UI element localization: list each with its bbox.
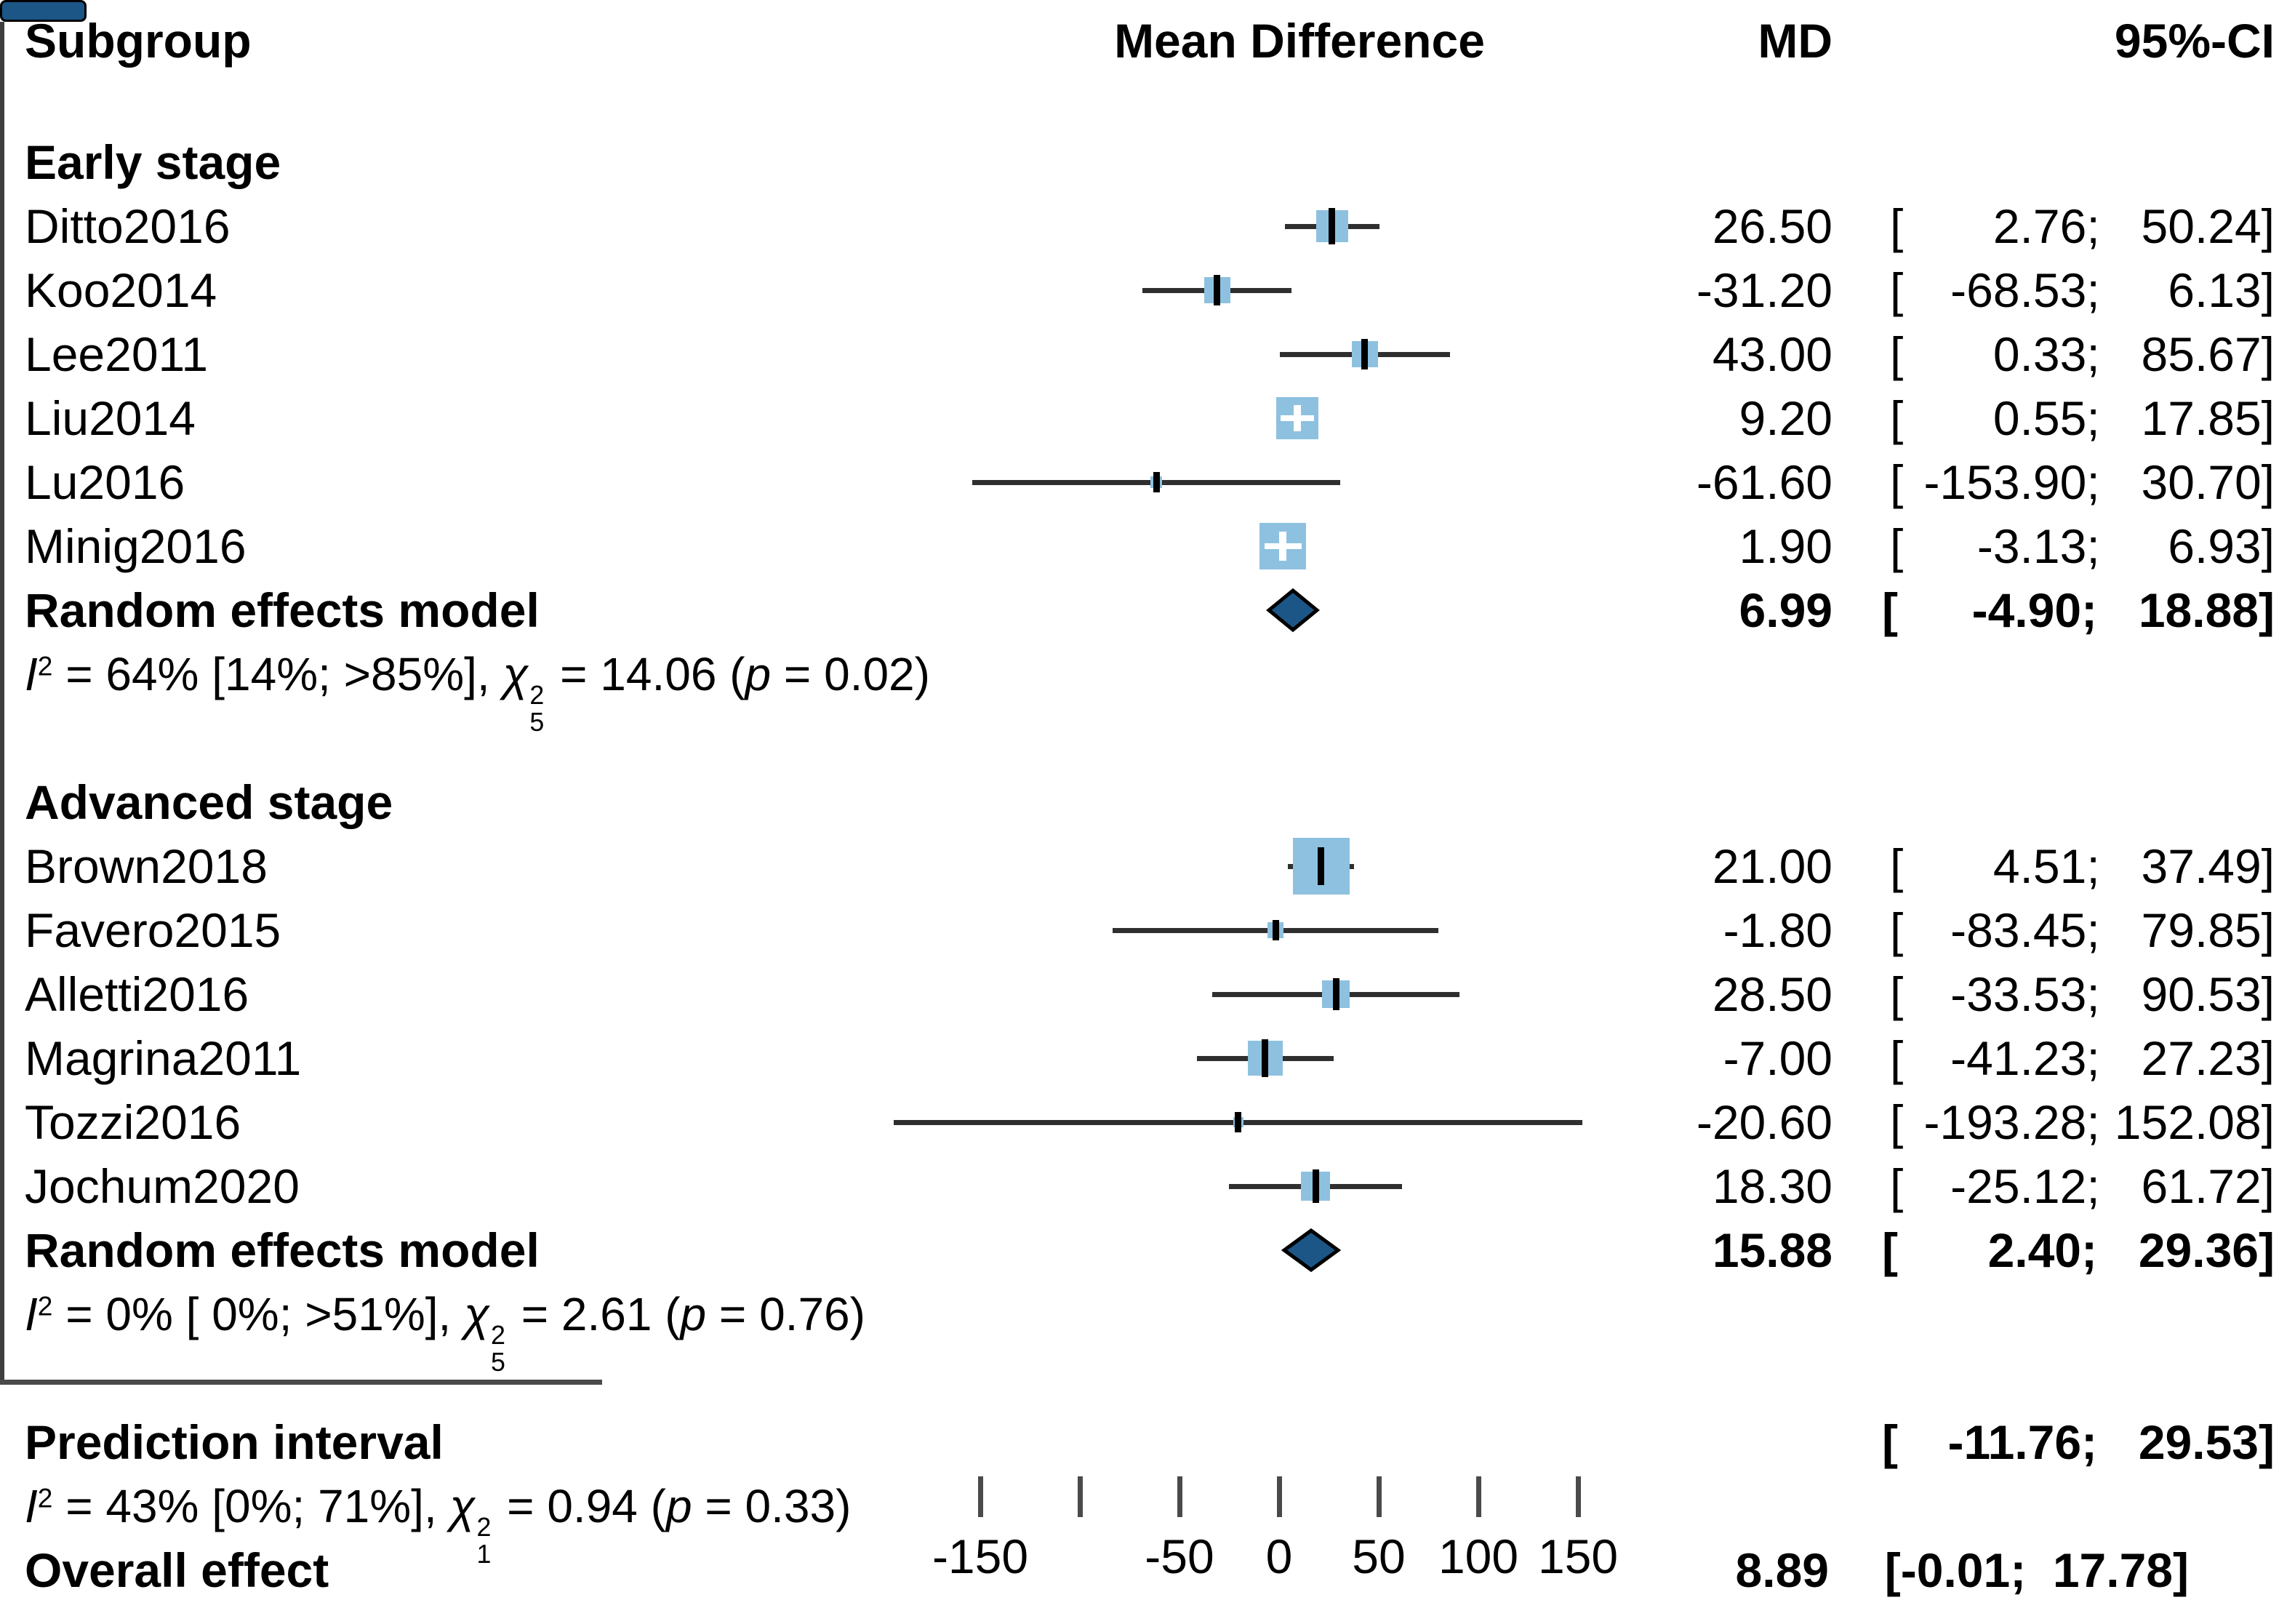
x-axis-tick-label-100: 100 (1438, 1529, 1519, 1583)
study-label-minig2016: Minig2016 (25, 519, 247, 573)
x-axis-tick-50 (1376, 1476, 1382, 1517)
x-axis-line (0, 1380, 602, 1385)
study-ci-koo2014: [-68.53; 6.13] (1889, 263, 2275, 317)
study-md-jochum2020: 18.30 (1712, 1159, 1833, 1213)
x-axis-tick--150 (977, 1476, 983, 1517)
study-label-magrina2011: Magrina2011 (25, 1031, 302, 1085)
pooled-md-group-2: 15.88 (1712, 1223, 1833, 1277)
study-label-brown2018: Brown2018 (25, 839, 268, 893)
study-ci-brown2018: [4.51; 37.49] (1889, 839, 2275, 893)
study-md-tozzi2016: -20.60 (1696, 1095, 1833, 1149)
study-md-lee2011: 43.00 (1712, 327, 1833, 381)
study-label-favero2015: Favero2015 (25, 903, 281, 957)
column-header-subgroup: Subgroup (25, 14, 252, 68)
x-axis-tick-label-50: 50 (1352, 1529, 1406, 1583)
column-header-mean-difference: Mean Difference (1114, 14, 1485, 68)
pooled-label-group-2: Random effects model (25, 1223, 540, 1277)
study-md-favero2015: -1.80 (1723, 903, 1833, 957)
pooled-label-group-1: Random effects model (25, 583, 540, 637)
study-md-alletti2016: 28.50 (1712, 967, 1833, 1021)
study-md-koo2014: -31.20 (1696, 263, 1833, 317)
column-header-md: MD (1758, 14, 1833, 68)
pooled-md-group-1: 6.99 (1739, 583, 1833, 637)
study-label-jochum2020: Jochum2020 (25, 1159, 300, 1213)
pooled-ci-group-1: [-4.90; 18.88] (1882, 583, 2275, 637)
study-ci-favero2015: [-83.45; 79.85] (1889, 903, 2275, 957)
x-axis-tick-0 (1276, 1476, 1282, 1517)
overall-ci: [-0.01; 17.78] (1884, 1543, 2189, 1597)
study-ci-minig2016: [-3.13; 6.93] (1889, 519, 2275, 573)
study-point-tick-minig2016 (1279, 532, 1287, 561)
x-axis-tick-100 (1475, 1476, 1481, 1517)
prediction-interval-bar (0, 0, 87, 22)
study-point-tick-lee2011 (1361, 339, 1369, 369)
study-point-tick-lu2016 (1153, 472, 1160, 492)
prediction-interval-ci: [-11.76; 29.53] (1882, 1415, 2275, 1469)
column-header-ci: 95%-CI (2114, 14, 2275, 68)
study-md-brown2018: 21.00 (1712, 839, 1833, 893)
study-ci-alletti2016: [-33.53; 90.53] (1889, 967, 2275, 1021)
study-label-tozzi2016: Tozzi2016 (25, 1095, 241, 1149)
overall-effect-label: Overall effect (25, 1543, 329, 1597)
study-ci-ditto2016: [2.76; 50.24] (1889, 199, 2275, 253)
study-point-tick-ditto2016 (1329, 208, 1336, 244)
x-axis-tick-150 (1575, 1476, 1581, 1517)
study-ci-jochum2020: [-25.12; 61.72] (1889, 1159, 2275, 1213)
study-point-tick-favero2015 (1272, 920, 1279, 940)
x-axis-tick--100 (1077, 1476, 1083, 1517)
study-ci-liu2014: [0.55; 17.85] (1889, 391, 2275, 445)
study-md-magrina2011: -7.00 (1723, 1031, 1833, 1085)
study-md-liu2014: 9.20 (1739, 391, 1833, 445)
study-label-lee2011: Lee2011 (25, 327, 209, 381)
study-point-tick-jochum2020 (1312, 1169, 1319, 1203)
study-point-tick-koo2014 (1214, 275, 1220, 305)
plot-area: Early stage Ditto2016 26.50 [2.76; 50.24] Koo… (0, 0, 2275, 1597)
study-point-tick-brown2018 (1318, 847, 1325, 885)
prediction-interval-label: Prediction interval (25, 1415, 444, 1469)
x-axis-tick-label--150: -150 (932, 1529, 1029, 1583)
study-label-ditto2016: Ditto2016 (25, 199, 231, 253)
study-md-minig2016: 1.90 (1739, 519, 1833, 573)
study-label-alletti2016: Alletti2016 (25, 967, 249, 1021)
x-axis-tick-label--50: -50 (1145, 1529, 1214, 1583)
zero-line (0, 22, 4, 1380)
study-point-tick-magrina2011 (1262, 1039, 1269, 1077)
study-point-tick-alletti2016 (1332, 978, 1339, 1010)
study-ci-lee2011: [0.33; 85.67] (1889, 327, 2275, 381)
study-point-tick-liu2014 (1294, 405, 1302, 431)
group-heading-advanced-stage: Advanced stage (25, 775, 393, 829)
pooled-ci-group-2: [2.40; 29.36] (1882, 1223, 2275, 1277)
pooled-diamond-group-1 (1266, 588, 1321, 633)
group-heading-early-stage: Early stage (25, 135, 281, 189)
study-label-liu2014: Liu2014 (25, 391, 196, 445)
overall-md: 8.89 (1735, 1543, 1829, 1597)
x-axis-tick-label-0: 0 (1265, 1529, 1293, 1583)
study-ci-magrina2011: [-41.23; 27.23] (1889, 1031, 2275, 1085)
x-axis-tick--50 (1177, 1476, 1182, 1517)
x-axis-tick-label-150: 150 (1537, 1529, 1619, 1583)
study-point-tick-tozzi2016 (1235, 1112, 1242, 1132)
study-ci-lu2016: [-153.90; 30.70] (1889, 455, 2275, 509)
study-md-lu2016: -61.60 (1696, 455, 1833, 509)
pooled-diamond-group-2 (1281, 1228, 1341, 1273)
study-label-lu2016: Lu2016 (25, 455, 185, 509)
study-ci-tozzi2016: [-193.28; 152.08] (1889, 1095, 2275, 1149)
study-label-koo2014: Koo2014 (25, 263, 217, 317)
study-md-ditto2016: 26.50 (1712, 199, 1833, 253)
